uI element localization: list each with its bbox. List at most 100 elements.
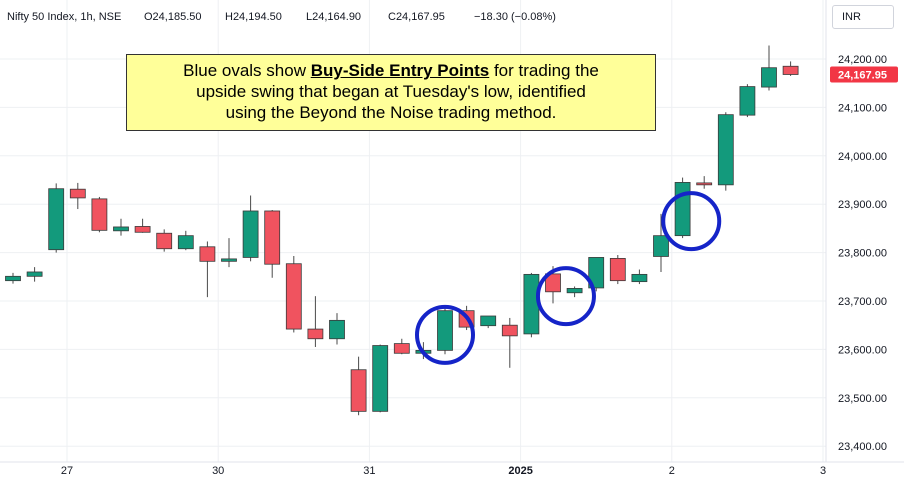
change-value: −18.30 (−0.08%) (474, 11, 556, 23)
candle-down (91, 196, 108, 233)
x-tick-label: 2 (669, 465, 675, 477)
candle-down (156, 229, 173, 252)
candle-up (674, 177, 691, 239)
x-tick-label: 31 (363, 465, 375, 477)
candle-up (437, 306, 453, 355)
candle-up (242, 195, 259, 262)
candle-body (609, 258, 626, 282)
candle-down (264, 210, 281, 278)
candle-body (69, 188, 86, 199)
last-price-label: 24,167.95 (838, 70, 887, 82)
entry-ovals (415, 191, 722, 365)
candle-body (588, 257, 605, 289)
price-axis: 23,400.00 23,500.00 23,600.00 23,700.00 23,8… (838, 54, 887, 453)
legend-header: Nifty 50 Index, 1h, NSE O24,185.50 H24,1… (7, 11, 556, 23)
candle-down (134, 218, 151, 233)
candle-down (69, 182, 86, 210)
candle-body (480, 315, 497, 327)
candle-body (221, 258, 237, 262)
candle-up (717, 112, 734, 191)
candle-body (523, 273, 540, 335)
annotation-line1-bold: Buy-Side Entry Points (310, 61, 490, 80)
candle-body (717, 114, 734, 186)
candle-body (134, 226, 151, 233)
candle-down (696, 176, 713, 189)
candle-body (653, 235, 669, 257)
candle-body (566, 288, 583, 294)
candle-up (5, 272, 21, 284)
annotation-line3: using the Beyond the Noise trading metho… (225, 103, 557, 122)
candle-body (674, 182, 691, 237)
candle-body (696, 182, 713, 186)
y-tick-label: 23,900.00 (838, 199, 887, 211)
candle-up (566, 286, 583, 298)
x-tick-label: 27 (61, 465, 73, 477)
candle-body (26, 271, 43, 277)
annotation-line1-pre: Blue ovals show (183, 61, 311, 80)
candle-body (545, 273, 561, 293)
candle-body (285, 263, 302, 330)
candle-up (48, 183, 65, 253)
candle-body (329, 319, 345, 340)
y-tick-label: 24,200.00 (838, 54, 887, 66)
candle-body (5, 275, 21, 282)
candle-body (48, 188, 65, 251)
candle-down (285, 255, 302, 333)
y-tick-label: 23,400.00 (838, 441, 887, 453)
candle-body (631, 273, 648, 283)
candle-body (307, 328, 324, 340)
candle-body (393, 343, 410, 354)
candle-body (199, 246, 216, 262)
entry-oval (535, 266, 596, 327)
entry-oval (661, 191, 722, 252)
candle-down (307, 296, 324, 347)
candle-body (761, 67, 777, 88)
last-price-tag: 24,167.95 (830, 66, 898, 83)
y-tick-label: 24,000.00 (838, 151, 887, 163)
candle-body (264, 210, 281, 265)
candle-down (393, 338, 410, 355)
close-value: C24,167.95 (388, 11, 445, 23)
candle-up (329, 313, 345, 345)
candle-up (372, 344, 389, 413)
candle-down (501, 317, 518, 368)
x-tick-label: 2025 (508, 465, 532, 477)
candle-up (26, 267, 43, 282)
time-axis: 27 30 31 2025 2 3 (61, 465, 826, 477)
last-price-bg (830, 66, 898, 83)
candle-up (523, 272, 540, 338)
candle-up (631, 269, 648, 285)
candle-body (113, 226, 129, 232)
candle-up (113, 218, 129, 236)
annotation-box: Blue ovals show Buy-Side Entry Points fo… (126, 54, 656, 131)
annotation-line2: upside swing that began at Tuesday's low… (196, 82, 586, 101)
candle-up (761, 45, 777, 91)
symbol-label: Nifty 50 Index, 1h, NSE (7, 11, 121, 23)
candle-up (221, 238, 237, 268)
y-tick-label: 23,600.00 (838, 344, 887, 356)
y-tick-label: 24,100.00 (838, 102, 887, 114)
candle-body (350, 369, 367, 412)
candle-body (91, 198, 108, 231)
candle-up (177, 230, 194, 251)
candle-up (739, 84, 756, 118)
open-value: O24,185.50 (144, 11, 202, 23)
candle-body (177, 235, 194, 250)
x-tick-label: 30 (212, 465, 224, 477)
candle-body (242, 210, 259, 258)
high-value: H24,194.50 (225, 11, 282, 23)
y-tick-label: 23,700.00 (838, 296, 887, 308)
entry-oval (415, 304, 475, 365)
candle-body (372, 345, 389, 412)
candle-body (156, 232, 173, 250)
candle-down (350, 356, 367, 416)
low-value: L24,164.90 (306, 11, 361, 23)
currency-button[interactable]: INR (832, 5, 894, 29)
candle-up (653, 213, 669, 272)
y-tick-label: 23,800.00 (838, 248, 887, 260)
candle-down (782, 61, 799, 76)
annotation-line1-post: for trading the (489, 61, 599, 80)
candle-down (199, 241, 216, 298)
candle-down (609, 255, 626, 285)
